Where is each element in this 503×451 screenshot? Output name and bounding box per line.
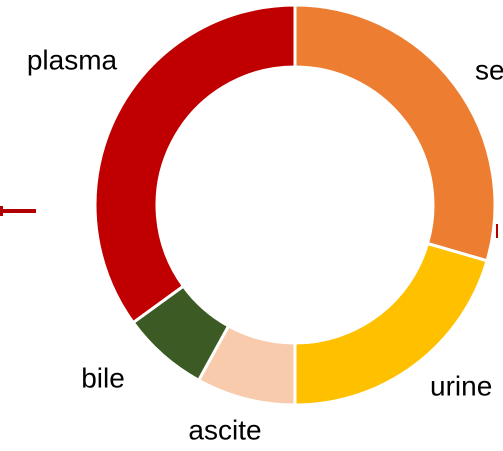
donut-segment bbox=[93, 3, 297, 325]
segment-label: bile bbox=[81, 362, 125, 393]
segment-label: se bbox=[475, 54, 503, 85]
donut-segment bbox=[293, 3, 497, 263]
segment-label: plasma bbox=[27, 44, 118, 75]
segment-label: urine bbox=[430, 370, 492, 401]
segment-label: ascite bbox=[188, 414, 261, 445]
